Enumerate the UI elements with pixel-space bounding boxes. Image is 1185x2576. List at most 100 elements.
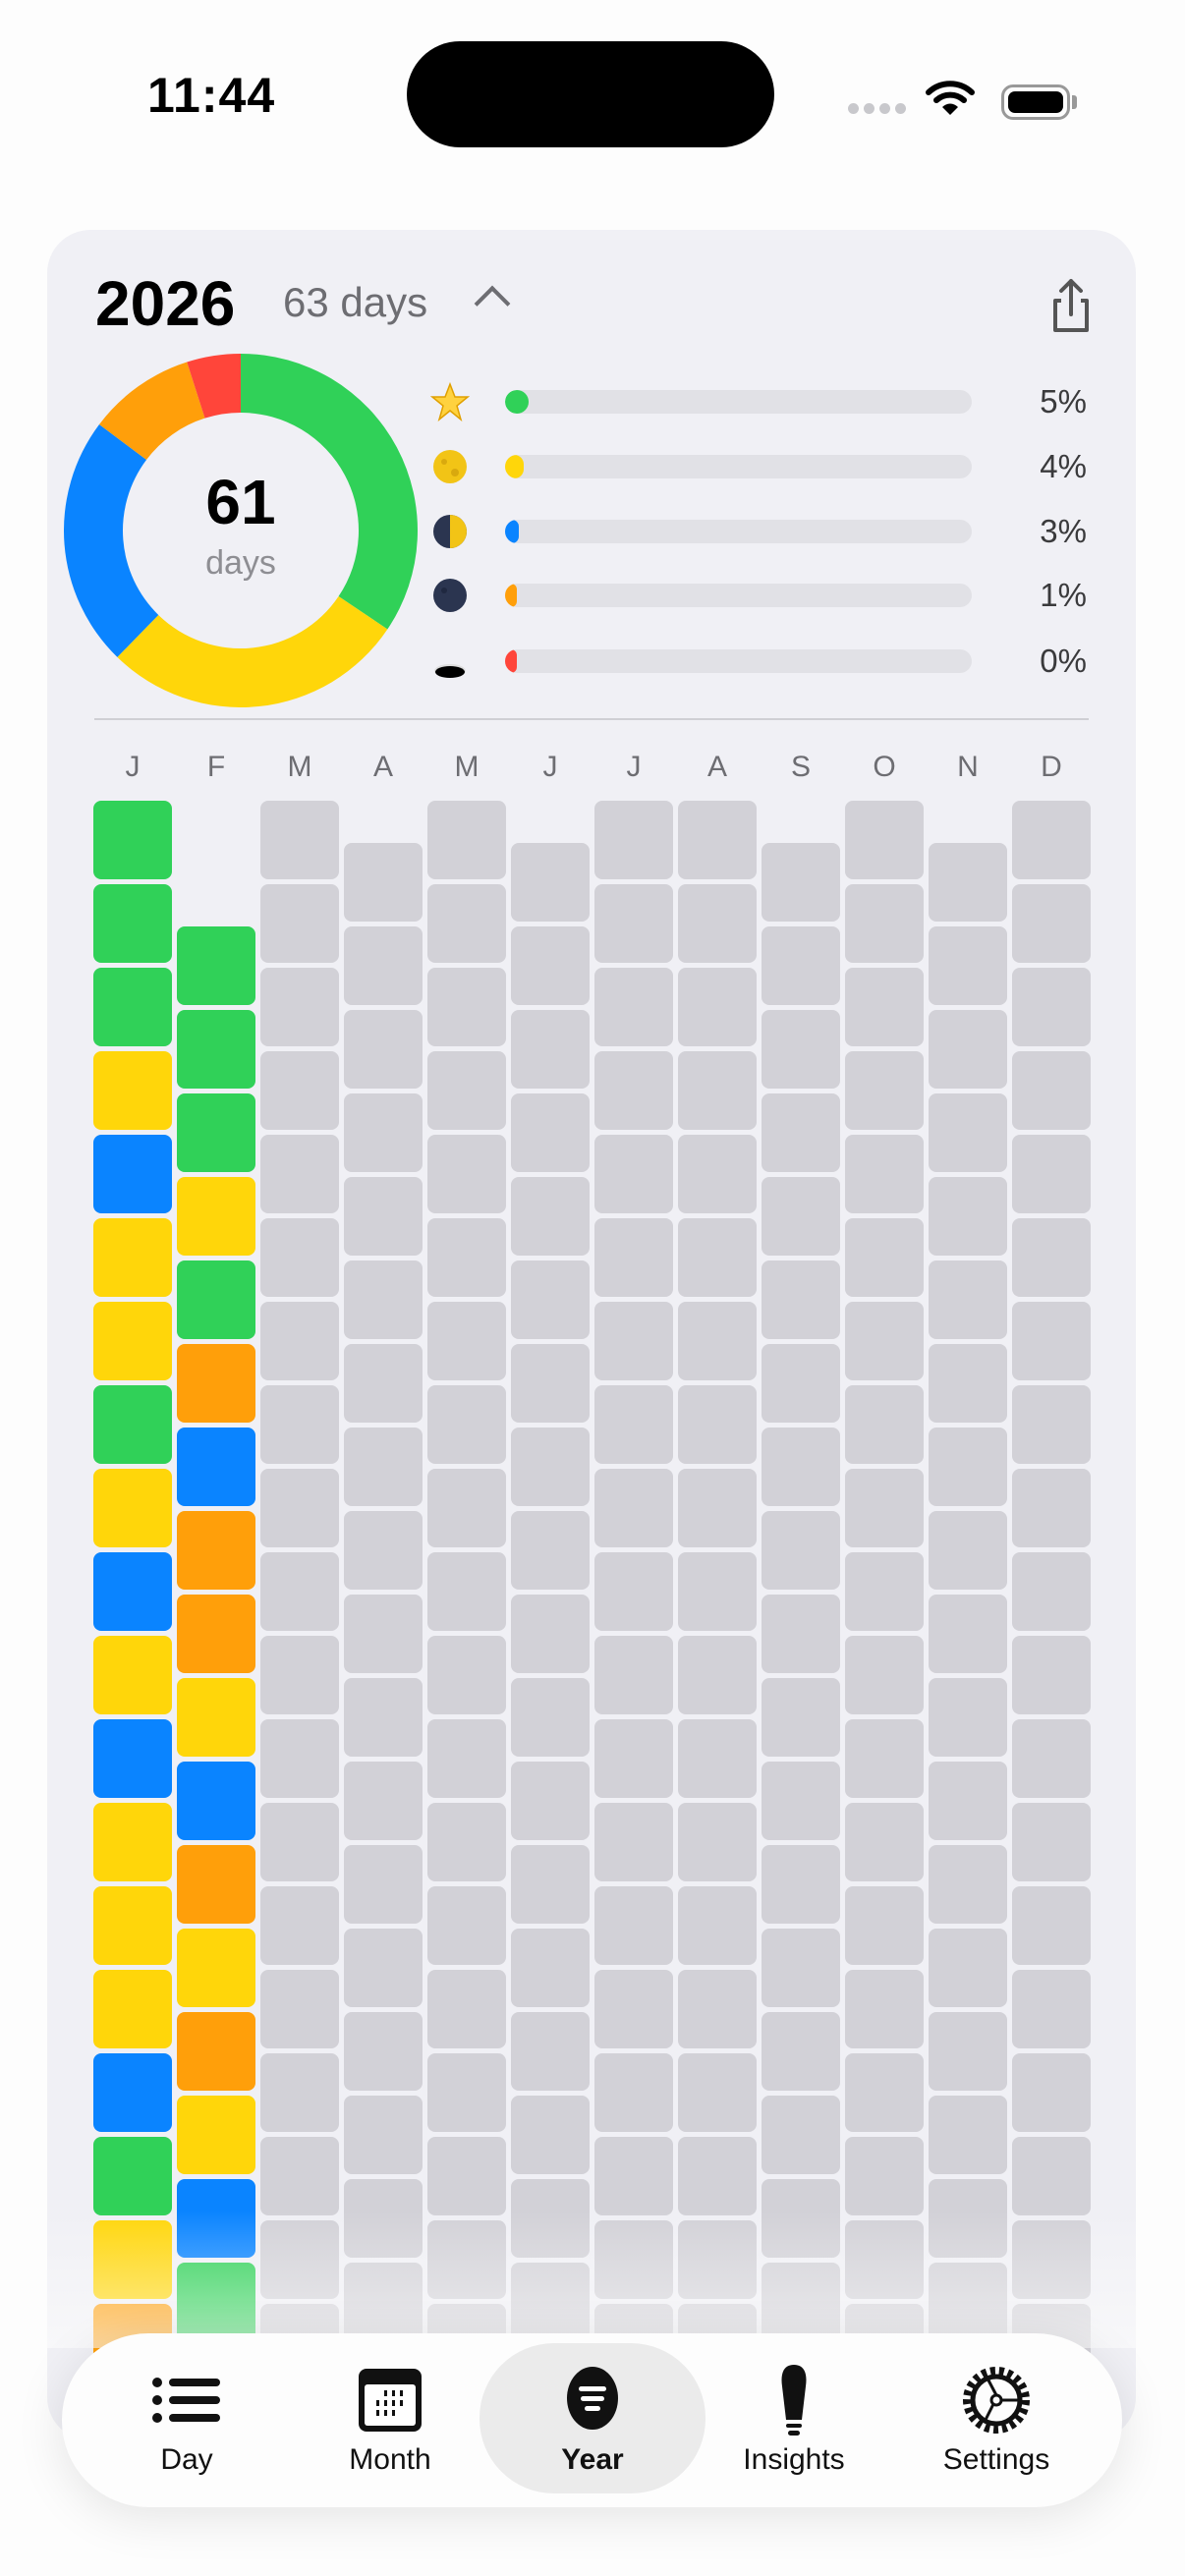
day-cell[interactable] [344,2011,423,2091]
tab-settings[interactable]: Settings [898,2333,1095,2507]
day-cell[interactable] [427,1719,506,1798]
day-cell[interactable] [427,1886,506,1965]
day-cell[interactable] [845,2137,924,2215]
day-cell[interactable] [1012,968,1091,1046]
day-cell[interactable] [260,1719,339,1798]
day-cell[interactable] [1012,1803,1091,1881]
day-cell[interactable] [260,884,339,963]
day-cell[interactable] [762,1677,840,1757]
day-cell[interactable] [511,1260,590,1339]
day-cell[interactable] [678,884,757,963]
day-cell[interactable] [511,842,590,922]
day-cell[interactable] [594,1302,673,1380]
tab-year[interactable]: Year [494,2333,691,2507]
day-cell[interactable] [929,2011,1007,2091]
day-cell[interactable] [762,2095,840,2174]
day-cell[interactable] [177,1092,255,1172]
day-cell[interactable] [260,2053,339,2132]
day-cell[interactable] [594,2053,673,2132]
day-cell[interactable] [845,1970,924,2048]
day-cell[interactable] [344,1928,423,2007]
day-cell[interactable] [93,1469,172,1547]
day-cell[interactable] [594,968,673,1046]
day-cell[interactable] [845,1803,924,1881]
day-cell[interactable] [177,1343,255,1423]
day-cell[interactable] [427,1469,506,1547]
day-cell[interactable] [929,1343,1007,1423]
day-cell[interactable] [1012,1970,1091,2048]
day-cell[interactable] [845,1385,924,1464]
day-cell[interactable] [93,1051,172,1130]
day-cell[interactable] [177,2095,255,2174]
day-cell[interactable] [93,1636,172,1714]
day-cell[interactable] [93,801,172,879]
day-cell[interactable] [594,1886,673,1965]
day-cell[interactable] [260,1302,339,1380]
day-cell[interactable] [678,1051,757,1130]
day-cell[interactable] [929,1260,1007,1339]
day-cell[interactable] [177,1761,255,1840]
day-cell[interactable] [1012,1302,1091,1380]
day-cell[interactable] [845,968,924,1046]
day-cell[interactable] [1012,1385,1091,1464]
day-cell[interactable] [762,1510,840,1590]
day-cell[interactable] [1012,1218,1091,1297]
day-cell[interactable] [177,1176,255,1256]
day-cell[interactable] [260,2137,339,2215]
day-cell[interactable] [929,1594,1007,1673]
day-cell[interactable] [845,1719,924,1798]
day-cell[interactable] [678,1886,757,1965]
day-cell[interactable] [511,2011,590,2091]
day-cell[interactable] [678,1552,757,1631]
chevron-up-icon[interactable] [474,285,511,322]
day-cell[interactable] [260,1803,339,1881]
day-cell[interactable] [1012,801,1091,879]
day-cell[interactable] [511,1510,590,1590]
day-cell[interactable] [845,2053,924,2132]
day-cell[interactable] [427,1970,506,2048]
day-cell[interactable] [511,1844,590,1924]
day-cell[interactable] [594,1636,673,1714]
day-cell[interactable] [511,1176,590,1256]
day-cell[interactable] [177,1009,255,1089]
day-cell[interactable] [1012,2053,1091,2132]
day-cell[interactable] [260,1552,339,1631]
day-cell[interactable] [845,1051,924,1130]
day-cell[interactable] [678,1636,757,1714]
day-cell[interactable] [845,801,924,879]
day-cell[interactable] [594,1803,673,1881]
day-cell[interactable] [1012,1636,1091,1714]
day-cell[interactable] [929,1009,1007,1089]
day-cell[interactable] [678,1719,757,1798]
day-cell[interactable] [344,1343,423,1423]
day-cell[interactable] [762,1260,840,1339]
day-cell[interactable] [678,1385,757,1464]
day-cell[interactable] [594,801,673,879]
day-cell[interactable] [177,1427,255,1506]
day-cell[interactable] [594,1135,673,1213]
day-cell[interactable] [1012,1552,1091,1631]
day-cell[interactable] [511,1427,590,1506]
day-cell[interactable] [260,1051,339,1130]
day-cell[interactable] [427,884,506,963]
day-cell[interactable] [93,1970,172,2048]
day-cell[interactable] [344,1009,423,1089]
day-cell[interactable] [260,1135,339,1213]
day-cell[interactable] [678,1803,757,1881]
day-cell[interactable] [177,1510,255,1590]
day-cell[interactable] [845,1552,924,1631]
day-cell[interactable] [177,925,255,1005]
day-cell[interactable] [762,1176,840,1256]
day-cell[interactable] [93,1385,172,1464]
day-cell[interactable] [678,1135,757,1213]
day-cell[interactable] [344,1260,423,1339]
day-cell[interactable] [427,968,506,1046]
day-cell[interactable] [678,1302,757,1380]
tab-month[interactable]: Month [292,2333,488,2507]
day-cell[interactable] [511,1092,590,1172]
day-cell[interactable] [594,884,673,963]
day-cell[interactable] [344,1594,423,1673]
day-cell[interactable] [93,1302,172,1380]
day-cell[interactable] [594,1385,673,1464]
day-cell[interactable] [594,1051,673,1130]
